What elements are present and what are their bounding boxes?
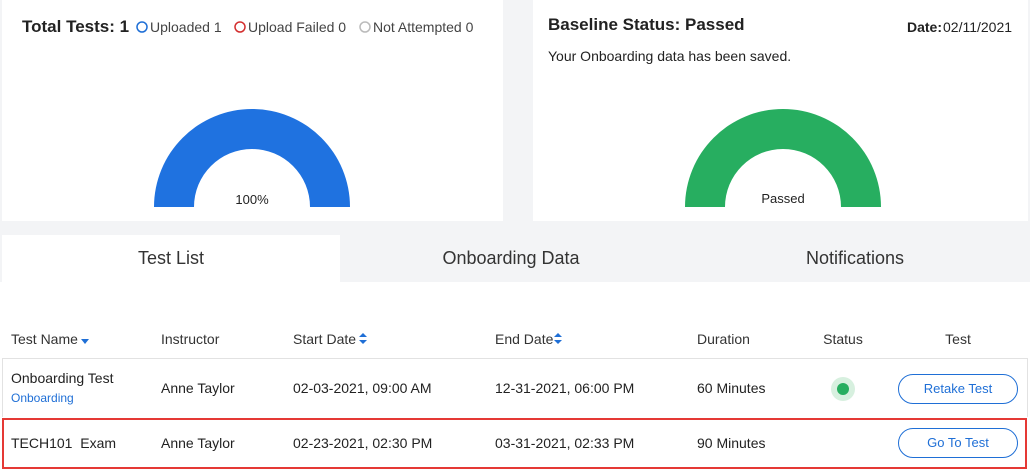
column-header[interactable]: Test Name (11, 331, 78, 347)
test-name: Onboarding Test (11, 370, 114, 386)
duration: 60 Minutes (697, 380, 766, 396)
end-date: 03-31-2021, 02:33 PM (495, 435, 635, 451)
gauge (685, 109, 881, 207)
column-header: Duration (697, 331, 750, 347)
baseline-title: Baseline Status: Passed (548, 15, 745, 34)
baseline-graphics (685, 109, 881, 207)
column-header: Test (945, 331, 971, 347)
date-label: Date: (907, 19, 943, 35)
legend-icon (234, 21, 246, 33)
gauge-label: Passed (761, 191, 805, 206)
gauge (154, 109, 350, 207)
duration: 90 Minutes (697, 435, 766, 451)
baseline-message: Your Onboarding data has been saved. (548, 48, 792, 64)
baseline-card: Baseline Status: Passed Date: 02/11/2021… (533, 0, 1028, 221)
end-date: 12-31-2021, 06:00 PM (495, 380, 635, 396)
tab[interactable]: Onboarding Data (342, 235, 680, 282)
instructor: Anne Taylor (161, 435, 235, 451)
legend-icon (359, 21, 371, 33)
row-highlight (2, 418, 1027, 469)
legend-text: Upload Failed 0 (248, 19, 347, 35)
date: 02/11/2021 (943, 19, 1013, 35)
column-header: Status (823, 331, 863, 347)
tab[interactable]: Notifications (682, 235, 1028, 282)
gauge-label: 100% (235, 192, 269, 207)
action-button[interactable]: Retake Test (898, 374, 1018, 404)
legend-icon (136, 21, 148, 33)
sort-icon (81, 339, 89, 344)
test-name: TECH101 Exam (11, 435, 117, 451)
instructor: Anne Taylor (161, 380, 235, 396)
table-panel (0, 282, 1030, 473)
column-header[interactable]: End Date (495, 331, 554, 347)
legend-text: Not Attempted 0 (373, 19, 474, 35)
summary-title: Total Tests: 1 (22, 17, 130, 36)
summary-graphics (136, 21, 371, 207)
action-button[interactable]: Go To Test (898, 428, 1018, 458)
test-tag[interactable]: Onboarding (11, 391, 74, 405)
start-date: 02-23-2021, 02:30 PM (293, 435, 433, 451)
sort-icon (554, 333, 562, 344)
summary-card: Total Tests: 1 Uploaded 1 Upload Failed … (2, 0, 503, 221)
sort-icon (359, 333, 367, 344)
legend-text: Uploaded 1 (150, 19, 222, 35)
table-graphics (2, 333, 1028, 469)
column-header[interactable]: Start Date (293, 331, 357, 347)
status-dot (837, 383, 849, 395)
column-header: Instructor (161, 331, 220, 347)
tab[interactable]: Test List (2, 235, 340, 282)
start-date: 02-03-2021, 09:00 AM (293, 380, 432, 396)
